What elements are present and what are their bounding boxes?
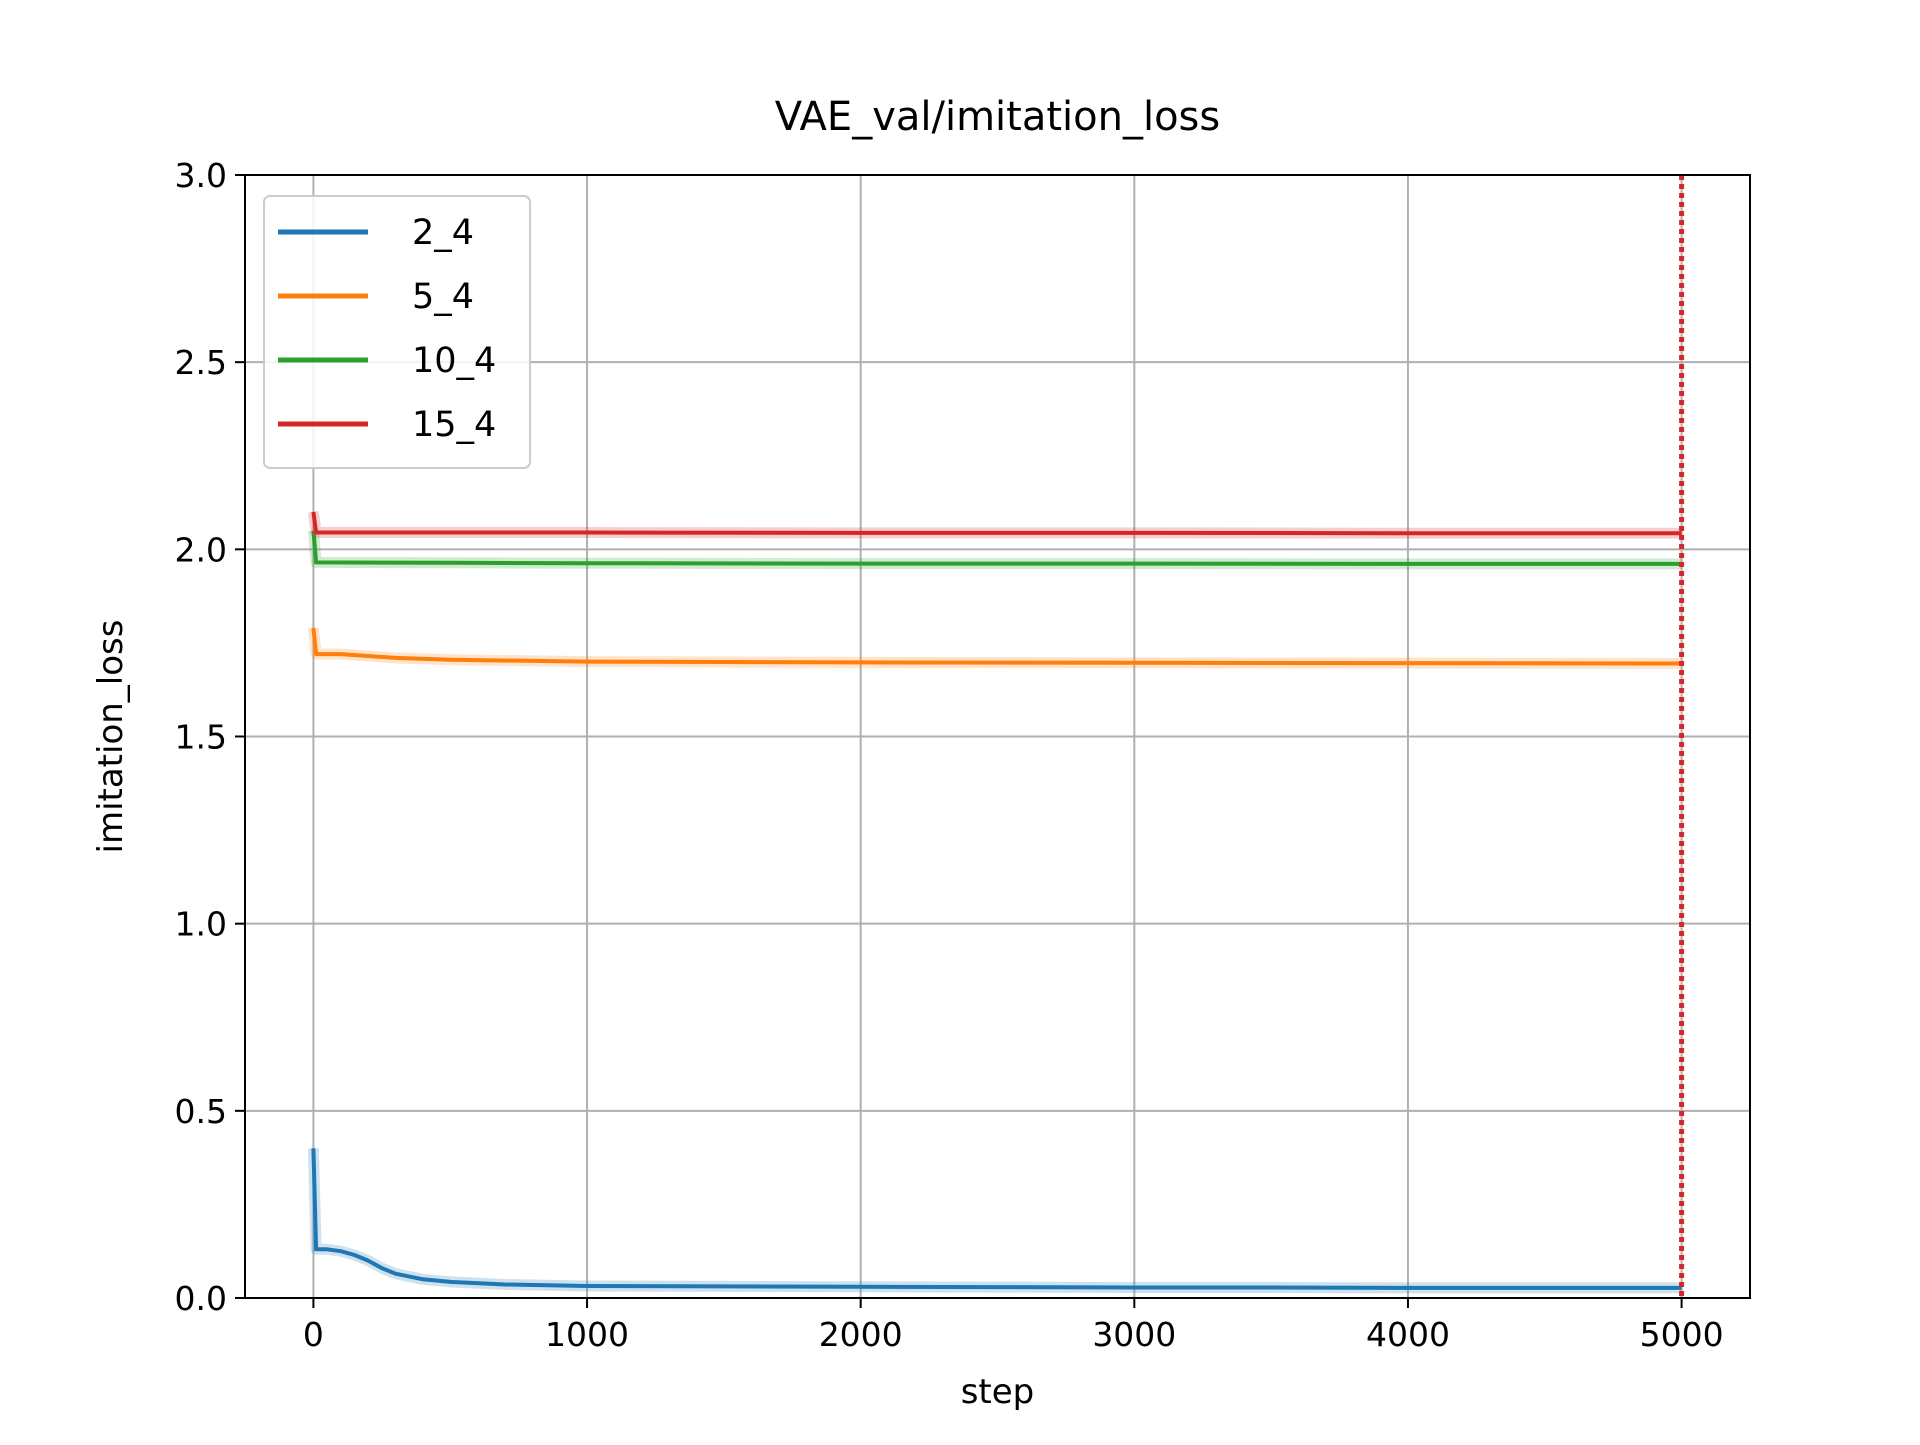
series-line-10_4 — [311, 530, 1682, 566]
y-tick-label: 3.0 — [175, 156, 227, 195]
legend-label-2_4: 2_4 — [412, 213, 474, 253]
x-tick-label: 2000 — [819, 1315, 903, 1354]
y-tick-label: 2.5 — [175, 343, 227, 382]
series-line-5_4 — [311, 627, 1682, 666]
series-line-2_4 — [311, 1148, 1682, 1290]
x-tick-label: 1000 — [545, 1315, 629, 1354]
legend: 2_4 5_4 10_4 15_4 — [263, 195, 531, 469]
x-tick-label: 0 — [303, 1315, 324, 1354]
y-tick-label: 2.0 — [175, 530, 227, 569]
legend-frame — [263, 195, 531, 469]
chart-title: VAE_val/imitation_loss — [775, 94, 1221, 140]
x-tick-label: 5000 — [1640, 1315, 1724, 1354]
series-line-15_4 — [311, 511, 1682, 536]
legend-label-15_4: 15_4 — [412, 405, 496, 445]
y-tick-label: 1.5 — [175, 718, 227, 757]
y-axis-label: imitation_loss — [91, 620, 131, 854]
grid — [245, 174, 1750, 1299]
x-tick-label: 4000 — [1366, 1315, 1450, 1354]
x-tick-label: 3000 — [1092, 1315, 1176, 1354]
x-axis-label: step — [961, 1372, 1035, 1412]
axis-ticks: 0 1000 2000 3000 4000 5000 0.0 0.5 1.0 1.5 2.0 2.5 3… — [175, 156, 1724, 1354]
y-tick-label: 0.5 — [175, 1092, 227, 1131]
y-tick-label: 0.0 — [175, 1279, 227, 1318]
legend-label-5_4: 5_4 — [412, 277, 474, 317]
y-tick-label: 1.0 — [175, 905, 227, 944]
series-lines — [307, 511, 1682, 1294]
legend-label-10_4: 10_4 — [412, 341, 496, 381]
